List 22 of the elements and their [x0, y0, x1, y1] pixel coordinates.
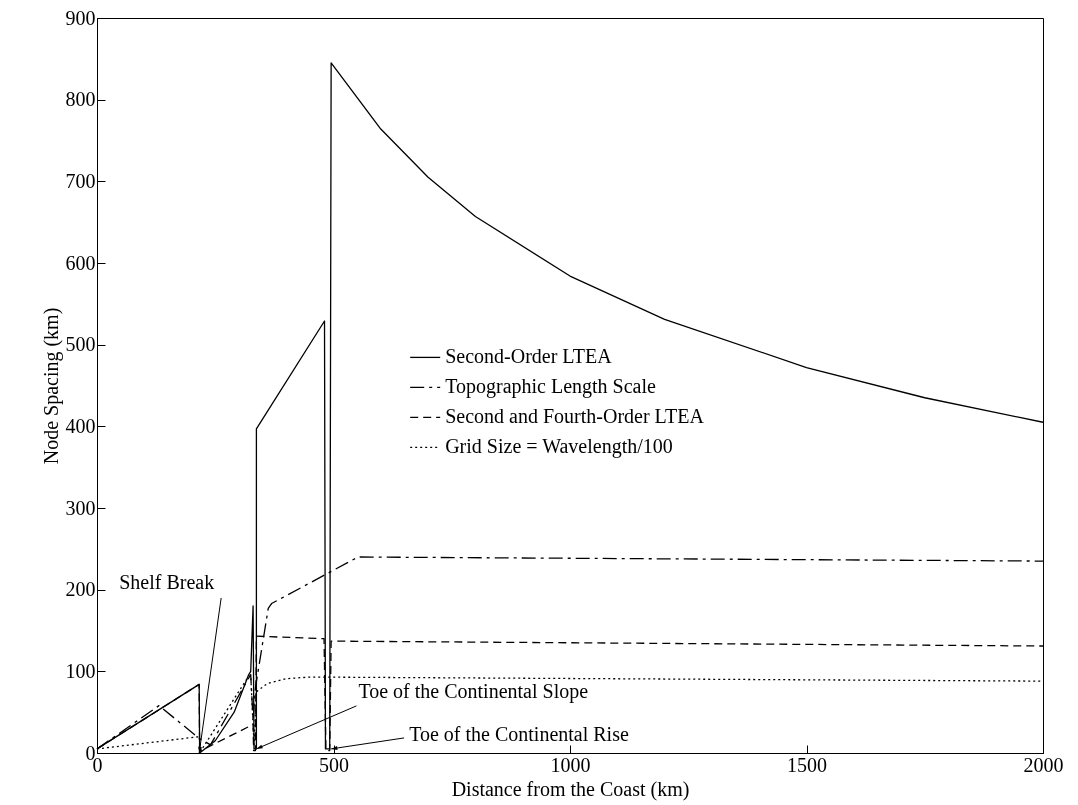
annotation: Toe of the Continental Rise [409, 722, 629, 745]
y-tick-label: 200 [65, 578, 96, 601]
legend-label: Second and Fourth-Order LTEA [445, 405, 705, 428]
y-tick-label: 700 [65, 169, 96, 192]
legend-label: Topographic Length Scale [445, 375, 657, 399]
y-tick-label: 600 [65, 251, 96, 274]
legend-label: Second-Order LTEA [445, 345, 613, 368]
y-axis-title: Node Spacing (km) [39, 307, 63, 465]
x-tick-label: 2000 [1023, 753, 1064, 776]
legend-label: Grid Size = Wavelength/100 [445, 435, 673, 459]
x-axis-title: Distance from the Coast (km) [451, 777, 690, 801]
y-tick-label: 100 [65, 659, 96, 682]
y-tick-label: 500 [65, 333, 96, 356]
y-tick-label: 400 [65, 414, 96, 437]
annotation: Shelf Break [119, 571, 215, 593]
annotation: Toe of the Continental Slope [358, 679, 589, 703]
y-tick-label: 300 [65, 496, 96, 519]
y-tick-label: 800 [65, 88, 96, 111]
x-tick-label: 1500 [787, 753, 827, 776]
x-tick-label: 1000 [550, 753, 591, 776]
x-tick-label: 500 [319, 753, 349, 776]
y-tick-label: 900 [65, 6, 96, 29]
